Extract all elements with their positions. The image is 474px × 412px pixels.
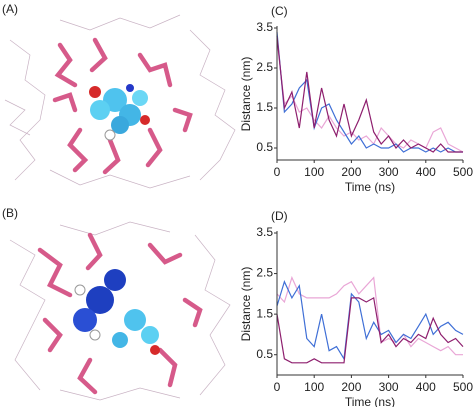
bond — [59, 221, 171, 236]
stick — [147, 242, 183, 265]
y-tick-label: 1.5 — [256, 306, 273, 320]
atom — [132, 90, 148, 106]
stick — [67, 127, 89, 173]
stick — [52, 92, 78, 113]
atom — [89, 86, 101, 98]
y-tick-label: 3.5 — [256, 225, 273, 239]
atom — [90, 100, 110, 120]
x-tick-label: 0 — [274, 380, 281, 394]
atom — [140, 115, 150, 125]
stick — [42, 317, 63, 353]
atom — [150, 345, 160, 355]
y-axis-label: Distance (nm) — [239, 57, 253, 132]
x-tick-label: 200 — [341, 380, 361, 394]
background-molecules — [4, 14, 236, 401]
molecule-b — [37, 232, 203, 395]
stick — [89, 37, 108, 73]
stick — [137, 52, 173, 88]
bond — [59, 14, 181, 31]
x-tick-label: 0 — [274, 165, 281, 179]
bond — [4, 99, 31, 136]
x-tick-label: 100 — [304, 380, 324, 394]
x-tick-label: 400 — [416, 165, 436, 179]
bond — [59, 387, 181, 401]
stick — [37, 247, 73, 298]
bond — [9, 239, 46, 391]
atom — [112, 332, 128, 348]
stick — [157, 347, 178, 388]
atom — [124, 309, 146, 331]
atom — [73, 308, 97, 332]
x-tick-label: 500 — [453, 380, 473, 394]
panel-label: (C) — [271, 4, 288, 18]
molecule-a — [52, 37, 193, 175]
y-tick-label: 0.5 — [256, 347, 273, 361]
y-tick-label: 2.5 — [256, 266, 273, 280]
series-line — [276, 275, 463, 356]
x-tick-label: 300 — [379, 165, 399, 179]
x-axis-label: Time (ns) — [345, 395, 395, 407]
atom — [86, 286, 114, 314]
stick — [145, 127, 163, 168]
stick — [102, 137, 121, 175]
stick — [182, 297, 203, 328]
series-line — [276, 296, 464, 364]
atom — [126, 84, 134, 92]
stick — [54, 42, 78, 88]
series-line — [276, 39, 464, 153]
atom — [89, 329, 101, 341]
bond — [9, 39, 46, 181]
stick — [77, 357, 98, 395]
y-tick-label: 3.5 — [256, 20, 273, 34]
y-tick-label: 0.5 — [256, 140, 273, 154]
panel-label: (A) — [2, 2, 18, 16]
bond — [189, 29, 236, 181]
x-tick-label: 300 — [379, 380, 399, 394]
bond — [49, 169, 191, 189]
series-line — [276, 280, 464, 361]
x-tick-label: 400 — [416, 380, 436, 394]
atom — [111, 116, 129, 134]
stick — [172, 107, 193, 133]
bond — [194, 234, 231, 396]
x-tick-label: 500 — [453, 165, 473, 179]
y-axis-label: Distance (nm) — [239, 267, 253, 342]
x-tick-label: 100 — [304, 165, 324, 179]
atom — [74, 284, 86, 296]
atom — [104, 269, 126, 291]
y-tick-label: 2.5 — [256, 60, 273, 74]
stick — [85, 232, 103, 271]
series-line — [276, 31, 463, 153]
x-tick-label: 200 — [341, 165, 361, 179]
y-tick-label: 1.5 — [256, 100, 273, 114]
panel-label: (B) — [2, 206, 18, 220]
atom — [141, 326, 159, 344]
x-axis-label: Time (ns) — [345, 180, 395, 194]
series-line — [276, 35, 463, 153]
atom — [104, 129, 116, 141]
panel-label: (D) — [271, 209, 288, 223]
